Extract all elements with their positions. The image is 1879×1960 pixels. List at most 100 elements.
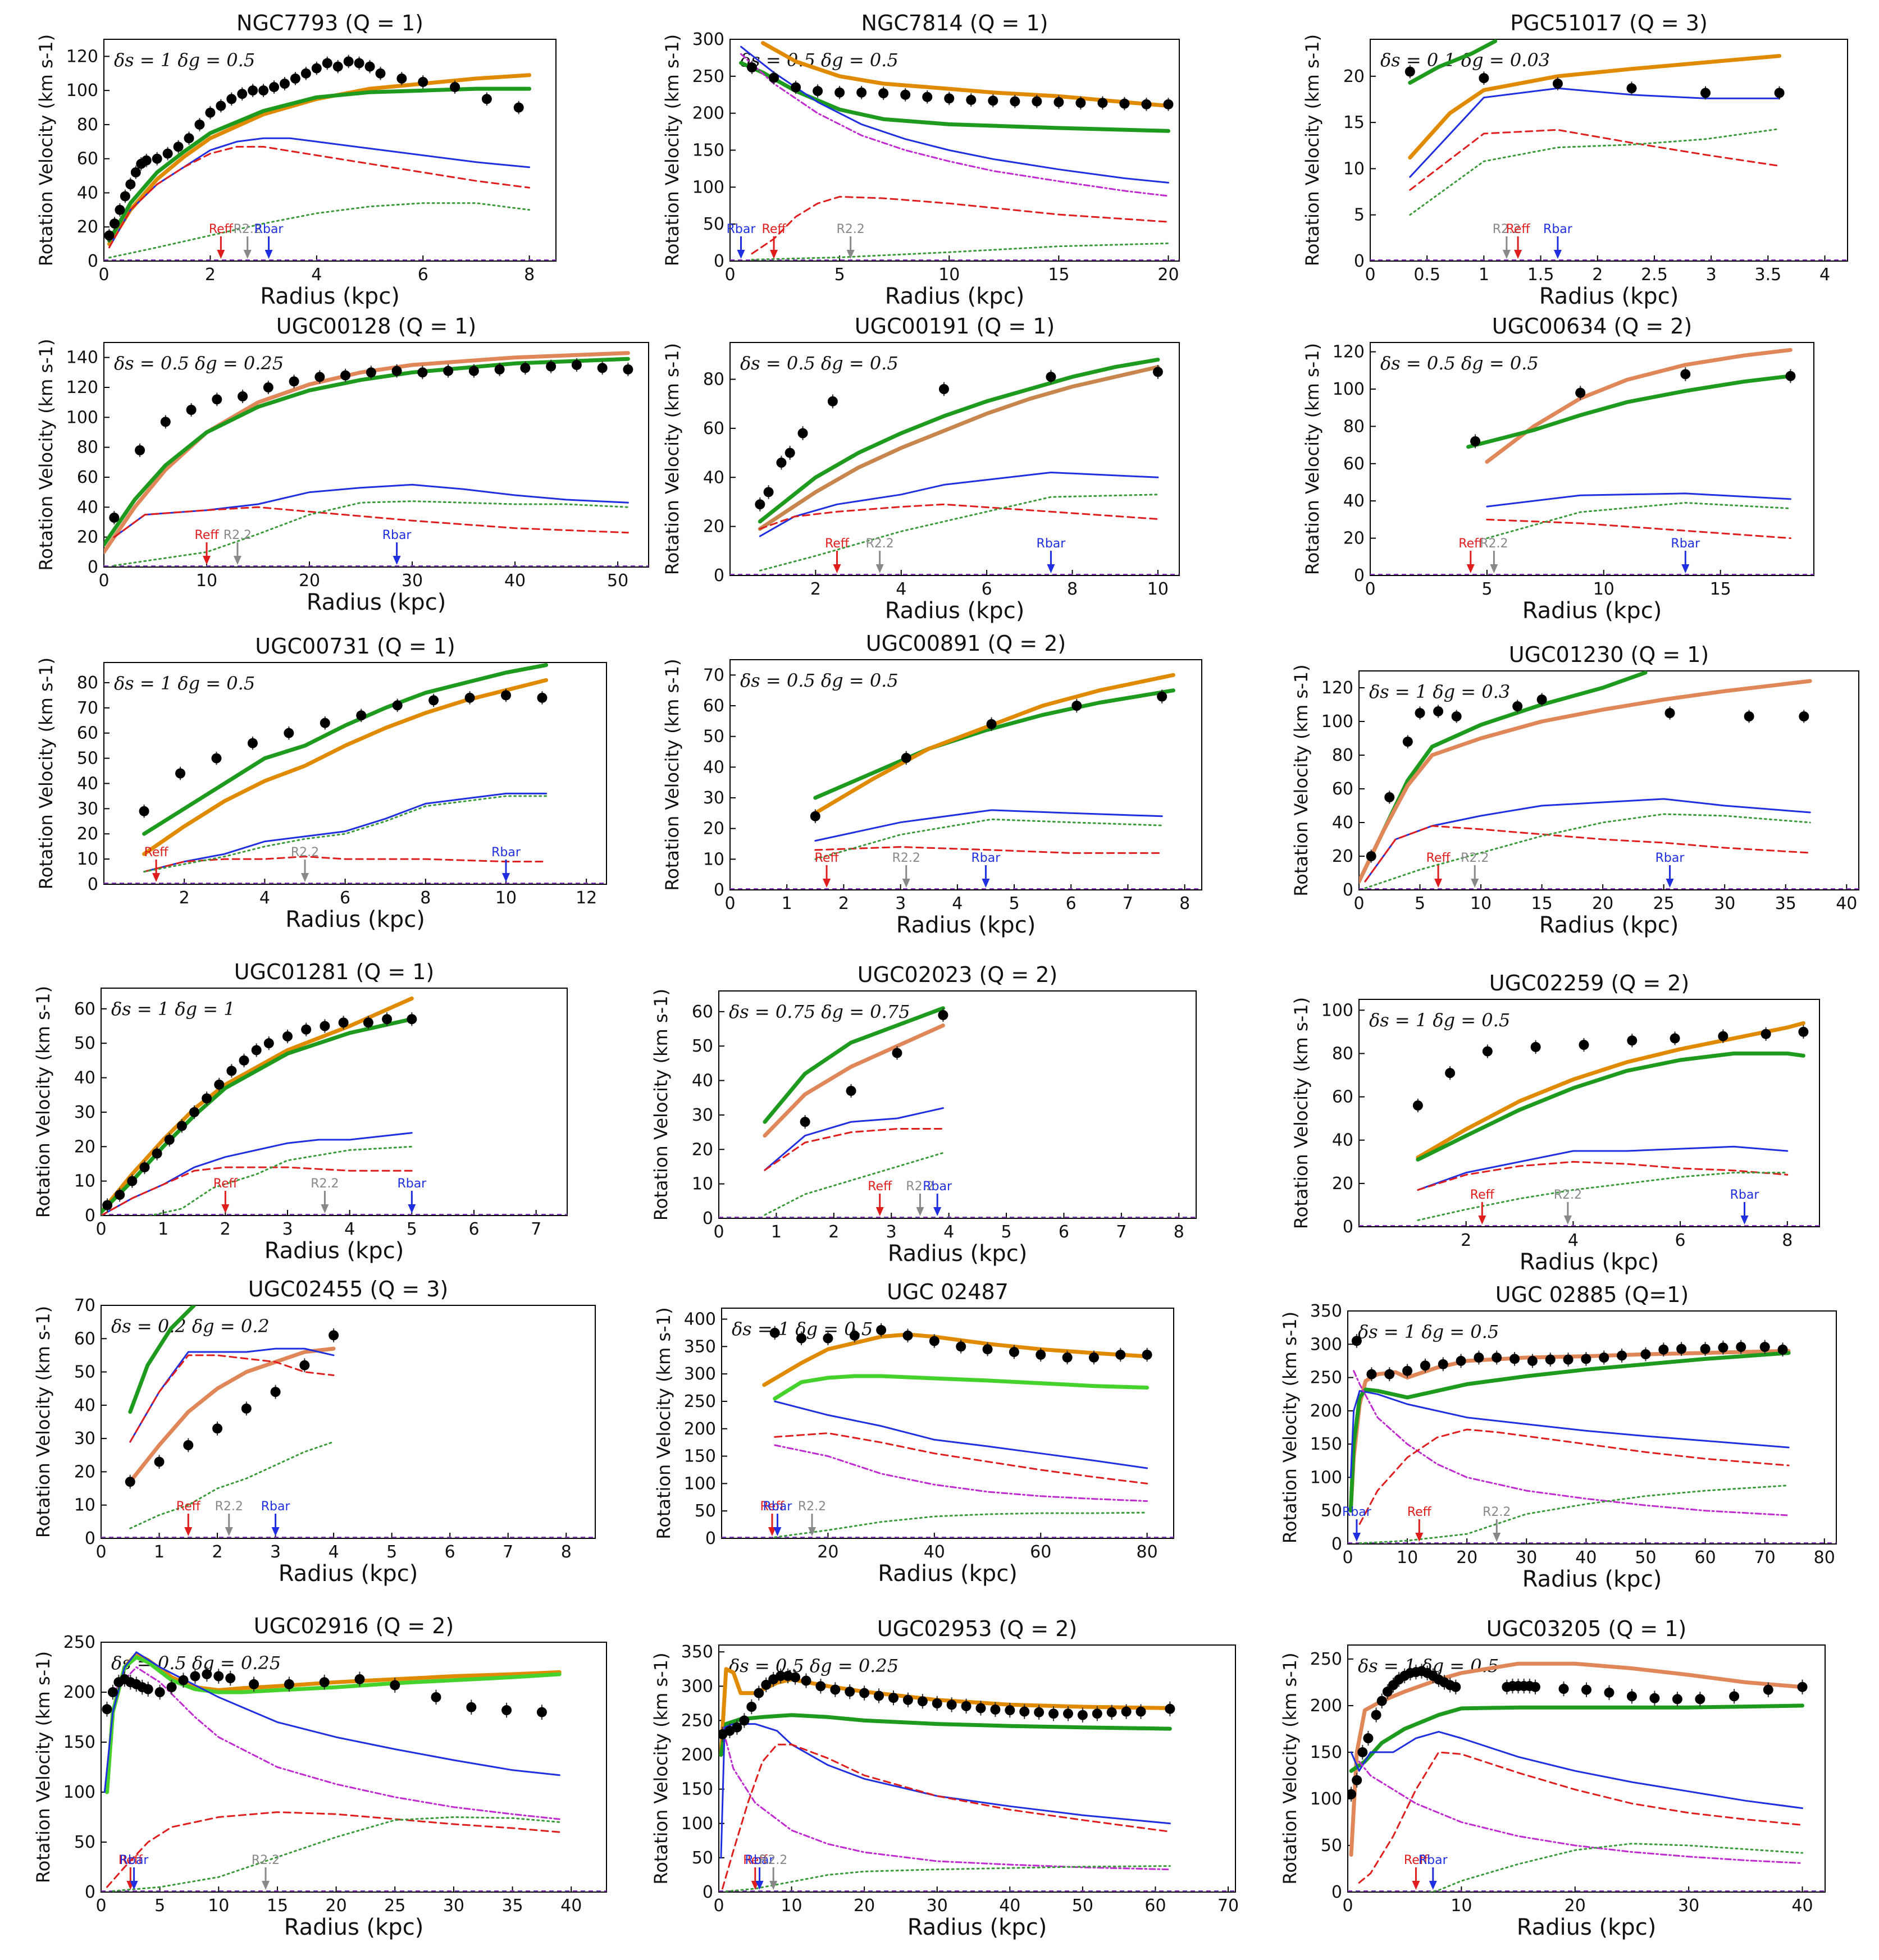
radius-marker-rbar: Rbar (491, 846, 521, 882)
x-axis-label: Radius (kpc) (878, 1561, 1018, 1587)
marker-label: Rbar (923, 1180, 952, 1194)
data-point (1005, 1705, 1015, 1716)
marker-label: R2.2 (1483, 1505, 1511, 1519)
model-curves (763, 1006, 948, 1216)
x-tick-label: 6 (340, 888, 350, 908)
data-point (282, 1031, 293, 1041)
x-tick-label: 20 (1157, 265, 1179, 285)
rotation-curve-panel-6: UGC00634 (Q = 2) δs = 0.5 δg = 0.5 0 5 10 15 0… (1302, 314, 1814, 624)
y-tick-label: 20 (74, 1137, 95, 1157)
data-point (1433, 706, 1444, 716)
y-tick-label: 60 (77, 468, 98, 487)
data-point (966, 94, 977, 105)
radius-marker-reff: Reff (144, 846, 168, 882)
data-point (130, 167, 141, 177)
data-point (226, 1066, 237, 1076)
radius-marker-r22: R2.2 (866, 537, 894, 573)
marker-label: Rbar (261, 1500, 291, 1514)
panel-title: UGC03205 (Q = 1) (1486, 1616, 1687, 1641)
data-point (1680, 369, 1691, 380)
x-tick-label: 5 (834, 265, 845, 285)
marker-label: Reff (760, 1500, 785, 1514)
delta-parameters-label: δs = 1 δg = 0.5 (1358, 1321, 1499, 1342)
y-tick-label: 10 (703, 849, 724, 869)
plot-frame (729, 39, 1180, 262)
y-tick-label: 100 (1310, 1468, 1342, 1487)
data-point (1135, 1706, 1146, 1717)
x-tick-label: 1 (1479, 265, 1489, 285)
x-tick-label: 20 (299, 571, 320, 591)
data-point (356, 710, 367, 721)
marker-label: R2.2 (1480, 537, 1508, 551)
marker-arrow-head (225, 1527, 233, 1536)
marker-arrow-head (271, 1527, 280, 1536)
model-curves (1359, 671, 1812, 889)
radius-marker-reff: Reff (209, 222, 234, 259)
data-point (251, 1045, 262, 1056)
y-tick-label: 80 (77, 115, 98, 135)
marker-arrow-head (264, 250, 273, 259)
rotation-curve-panel-12: UGC02259 (Q = 2)δs = 1 δg = 0.52 4 6 802040… (1290, 971, 1820, 1275)
series-bulge (1353, 1370, 1790, 1516)
data-point (1152, 367, 1163, 377)
panel-title: UGC00891 (Q = 2) (866, 631, 1066, 656)
series-stellar (759, 472, 1159, 537)
y-tick-label: 0 (85, 1206, 95, 1226)
x-tick-label: 5 (1481, 579, 1492, 599)
y-tick-label: 10 (1343, 159, 1365, 179)
data-point (761, 1679, 772, 1690)
data-point (1348, 1789, 1357, 1799)
x-tick-label: 3 (282, 1219, 293, 1239)
series-stellar (143, 792, 548, 873)
y-tick-label: 100 (1333, 380, 1365, 399)
marker-label: Reff (176, 1500, 201, 1514)
data-point (501, 1705, 512, 1716)
marker-label: Rbar (1543, 222, 1573, 236)
rotation-curve-panel-11: UGC02023 (Q = 2) δs = 0.75 δg = 0.75 0 1 2 3 4… (650, 962, 1197, 1267)
x-tick-label: 7 (1123, 894, 1133, 913)
data-point (1115, 1349, 1126, 1360)
delta-parameters-label: δs = 1 δg = 0.5 (114, 49, 255, 71)
data-point (319, 1677, 330, 1688)
radius-marker-rbar: Rbar (120, 1853, 149, 1890)
x-tick-label: 4 (952, 894, 963, 913)
y-tick-label: 10 (692, 1175, 713, 1194)
x-tick-label: 30 (1678, 1896, 1699, 1916)
y-tick-label: 50 (695, 1501, 716, 1521)
y-tick-label: 20 (703, 819, 724, 839)
delta-parameters-label: δs = 0.5 δg = 0.5 (1380, 353, 1539, 374)
radius-marker-r22: R2.2 (291, 846, 319, 882)
x-tick-label: 10 (208, 1896, 229, 1916)
radius-marker-r22: R2.2 (1461, 851, 1489, 888)
data-point (988, 95, 998, 106)
x-axis-label: Radius (kpc) (264, 1238, 404, 1264)
marker-arrow-head (933, 1207, 942, 1216)
marker-label: Rbar (1037, 537, 1066, 551)
panel-title: UGC00731 (Q = 1) (255, 634, 455, 659)
y-tick-label: 50 (74, 1034, 95, 1053)
radius-marker-reff: Reff (1506, 222, 1530, 259)
y-tick-label: 0 (714, 252, 724, 271)
series-gas (108, 145, 531, 249)
marker-arrow-head (737, 250, 745, 259)
series-gas (129, 1354, 335, 1443)
data-point (1785, 371, 1796, 381)
radius-marker-rbar: Rbar (727, 222, 756, 259)
radius-marker-rbar: Rbar (1037, 537, 1066, 573)
data-point (1165, 1703, 1175, 1714)
data-point (178, 1675, 189, 1685)
data-point (125, 179, 136, 190)
y-tick-label: 60 (703, 419, 724, 438)
data-point (1640, 1349, 1651, 1360)
radius-marker-reff: Reff (868, 1180, 892, 1216)
panel-title: UGC02953 (Q = 2) (877, 1616, 1078, 1641)
data-point (213, 1671, 224, 1682)
data-point (1759, 1342, 1770, 1353)
data-point (1676, 1344, 1687, 1354)
x-axis-label: Radius (kpc) (885, 284, 1025, 309)
rotation-curve-panel-16: UGC02916 (Q = 2)δs = 0.5 δg = 0.250 5 10 15… (33, 1614, 607, 1940)
data-point (856, 87, 867, 98)
data-point (1599, 1353, 1609, 1363)
data-point (876, 1325, 887, 1336)
